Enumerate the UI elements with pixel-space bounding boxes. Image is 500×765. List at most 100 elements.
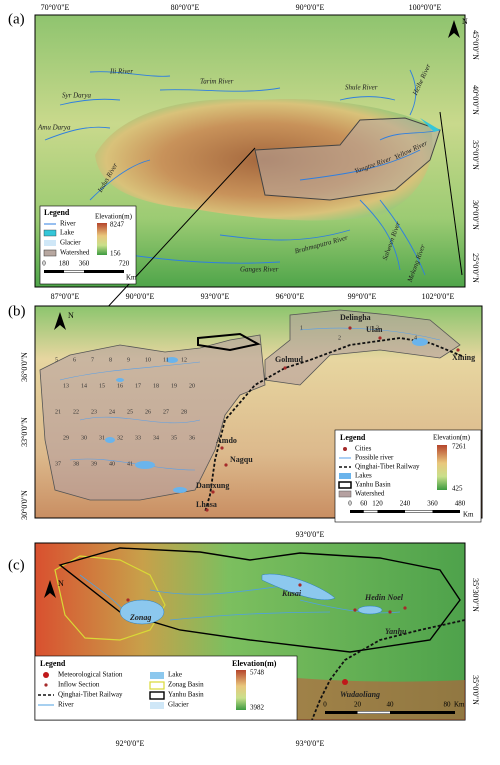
- lat-label: 45°0'0"N: [471, 30, 480, 60]
- scale-label: 20: [354, 701, 362, 709]
- watershed-id: 36: [189, 435, 195, 441]
- legend-a: Legend River Lake Glacier Watershed Elev…: [39, 205, 137, 285]
- scale-c: 0 20 40 80 Km: [323, 701, 465, 714]
- city-label: Xining: [452, 353, 475, 362]
- scale-unit: Km: [126, 274, 137, 282]
- scale-label: 0: [323, 701, 327, 709]
- watershed-id: 5: [55, 357, 58, 363]
- elevation-max: 7261: [452, 443, 467, 451]
- place-label: Wudaoliang: [340, 690, 380, 699]
- legend-item: Cities: [355, 445, 372, 453]
- elevation-max: 5748: [250, 669, 265, 677]
- elevation-title: Elevation(m): [232, 659, 277, 668]
- lon-label: 96°0'0"E: [276, 292, 305, 301]
- city-label: Lhasa: [196, 500, 217, 509]
- legend-title: Legend: [40, 659, 66, 668]
- watershed-id: 20: [189, 383, 195, 389]
- watershed-id: 13: [63, 383, 69, 389]
- watershed-id: 35: [171, 435, 177, 441]
- lon-label: 87°0'0"E: [51, 292, 80, 301]
- lon-label: 92°0'0"E: [116, 739, 145, 748]
- elevation-min: 156: [110, 250, 121, 258]
- legend-item: Inflow Section: [58, 681, 100, 689]
- watershed-id: 22: [73, 409, 79, 415]
- lon-label: 102°0'0"E: [422, 292, 455, 301]
- elevation-min: 425: [452, 485, 463, 493]
- lat-label: 40°0'0"N: [471, 85, 480, 115]
- watershed-id: 6: [73, 357, 76, 363]
- yanhu-basin: [58, 547, 461, 653]
- legend-item: Meteorological Station: [58, 671, 123, 679]
- lon-label: 100°0'0"E: [409, 3, 442, 12]
- legend-swatch: [343, 447, 347, 451]
- watershed-id: 15: [99, 383, 105, 389]
- watershed-id: 34: [153, 435, 159, 441]
- city-label: Nagqu: [230, 455, 253, 464]
- scale-label: 360: [427, 500, 438, 508]
- legend-swatch: [44, 240, 56, 246]
- watershed-id: 3: [376, 325, 379, 331]
- elevation-max: 8247: [110, 221, 125, 229]
- legend-item: Glacier: [60, 239, 81, 247]
- watershed: [39, 334, 266, 501]
- lon-label: 93°0'0"E: [296, 530, 325, 539]
- lon-label: 93°0'0"E: [296, 739, 325, 748]
- rivers-b: [59, 327, 441, 471]
- scale-label: 720: [119, 260, 130, 268]
- north-arrow: [448, 20, 460, 38]
- watershed-id: 25: [127, 409, 133, 415]
- scale-bar: [405, 510, 433, 513]
- legend-item: Glacier: [168, 701, 189, 709]
- legend-swatch: [149, 691, 165, 700]
- north-arrow: [44, 580, 56, 598]
- legend-item: River: [60, 220, 76, 228]
- railway: [311, 619, 466, 721]
- city-label: Amdo: [216, 436, 237, 445]
- scale-label: 480: [455, 500, 466, 508]
- watershed-id: 29: [63, 435, 69, 441]
- legend-c: Legend Meteorological Station Inflow Sec…: [34, 655, 298, 721]
- rivers-a: [44, 69, 441, 276]
- legend-b: Legend Cities Possible river Qinghai-Tib…: [334, 429, 482, 523]
- scale-label: 40: [387, 701, 395, 709]
- lon-label: 70°0'0"E: [41, 3, 70, 12]
- scale-unit: Km: [454, 701, 465, 709]
- watershed-id: 1: [300, 325, 303, 331]
- elevation-ramp: [437, 445, 447, 490]
- lon-label: 90°0'0"E: [296, 3, 325, 12]
- scale-label: 360: [79, 260, 90, 268]
- north-label: N: [68, 311, 74, 320]
- legend-swatch: [149, 681, 165, 690]
- city-markers: [205, 326, 460, 512]
- lake: [420, 118, 440, 132]
- legend-item: Lake: [168, 671, 182, 679]
- scale-label: 0: [42, 260, 46, 268]
- lat-label: 30°0'0"N: [20, 490, 29, 520]
- watershed-id: 30: [81, 435, 87, 441]
- lakes-c: [119, 573, 383, 625]
- watershed-id: 40: [109, 461, 115, 467]
- watershed-id: 16: [117, 383, 123, 389]
- north-arrow: [54, 312, 66, 330]
- watershed-id: 33: [135, 435, 141, 441]
- legend-item: Watershed: [60, 249, 90, 257]
- north-label: N: [462, 17, 468, 26]
- scale-label: 120: [372, 500, 383, 508]
- watershed-id: 14: [81, 383, 87, 389]
- city-label: Ulan: [366, 325, 383, 334]
- city-label: Golmud: [275, 355, 304, 364]
- place-label: Hedin Noel: [364, 593, 404, 602]
- lat-label: 35°0'0"N: [471, 140, 480, 170]
- elevation-title: Elevation(m): [95, 213, 133, 221]
- legend-item: Watershed: [355, 490, 385, 498]
- legend-item: Possible river: [355, 454, 394, 462]
- scale-unit: Km: [463, 511, 474, 519]
- river-label: Ganges River: [240, 266, 279, 274]
- river-label: Ili River: [109, 68, 133, 76]
- river-label: Tarim River: [200, 78, 234, 86]
- river-label: Shule River: [345, 84, 378, 92]
- watershed-id: 4: [414, 335, 417, 341]
- legend-box: [334, 429, 482, 523]
- legend-item: Lake: [60, 229, 74, 237]
- scale-bar: [357, 711, 390, 714]
